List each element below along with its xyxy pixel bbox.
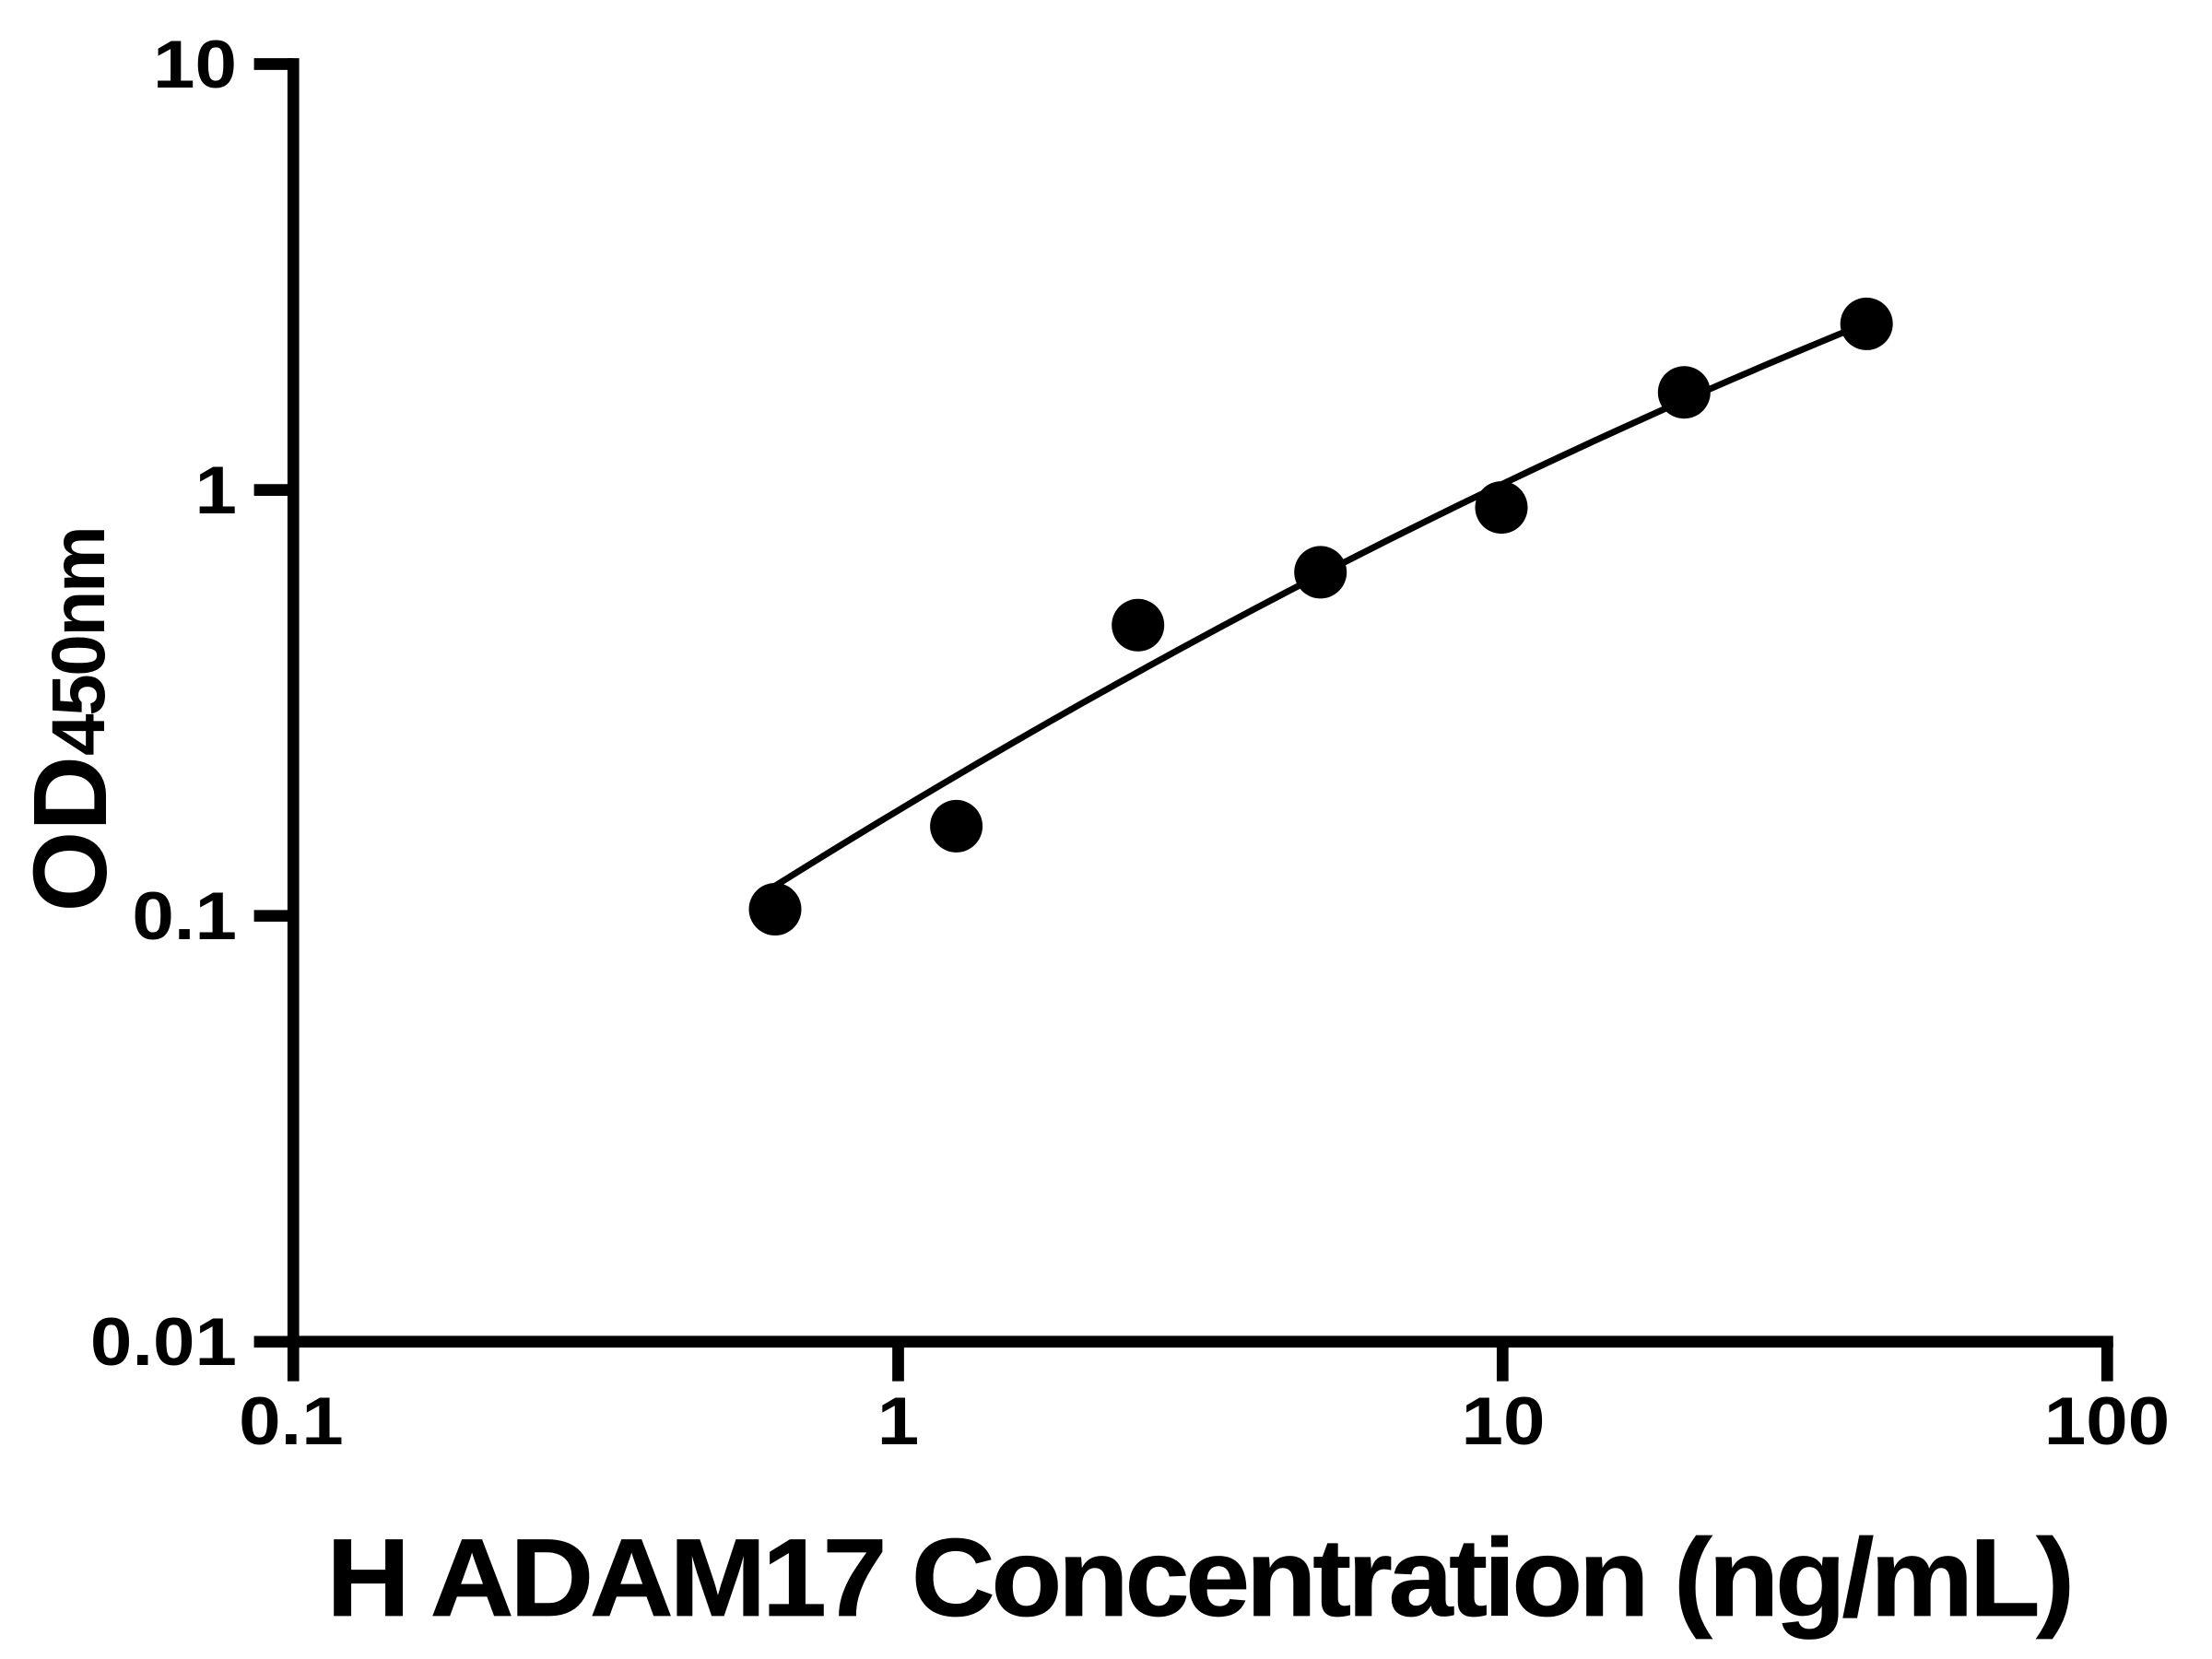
svg-text:10: 10: [153, 28, 237, 102]
svg-text:1: 1: [195, 453, 237, 528]
svg-text:0.1: 0.1: [132, 879, 237, 954]
svg-text:1: 1: [877, 1384, 919, 1459]
svg-text:0.01: 0.01: [90, 1305, 237, 1380]
svg-text:H ADAM17 Concentration (ng/mL): H ADAM17 Concentration (ng/mL): [326, 1517, 2071, 1641]
svg-text:0.1: 0.1: [239, 1384, 344, 1459]
svg-text:100: 100: [2044, 1384, 2170, 1459]
svg-text:10: 10: [1462, 1384, 1546, 1459]
